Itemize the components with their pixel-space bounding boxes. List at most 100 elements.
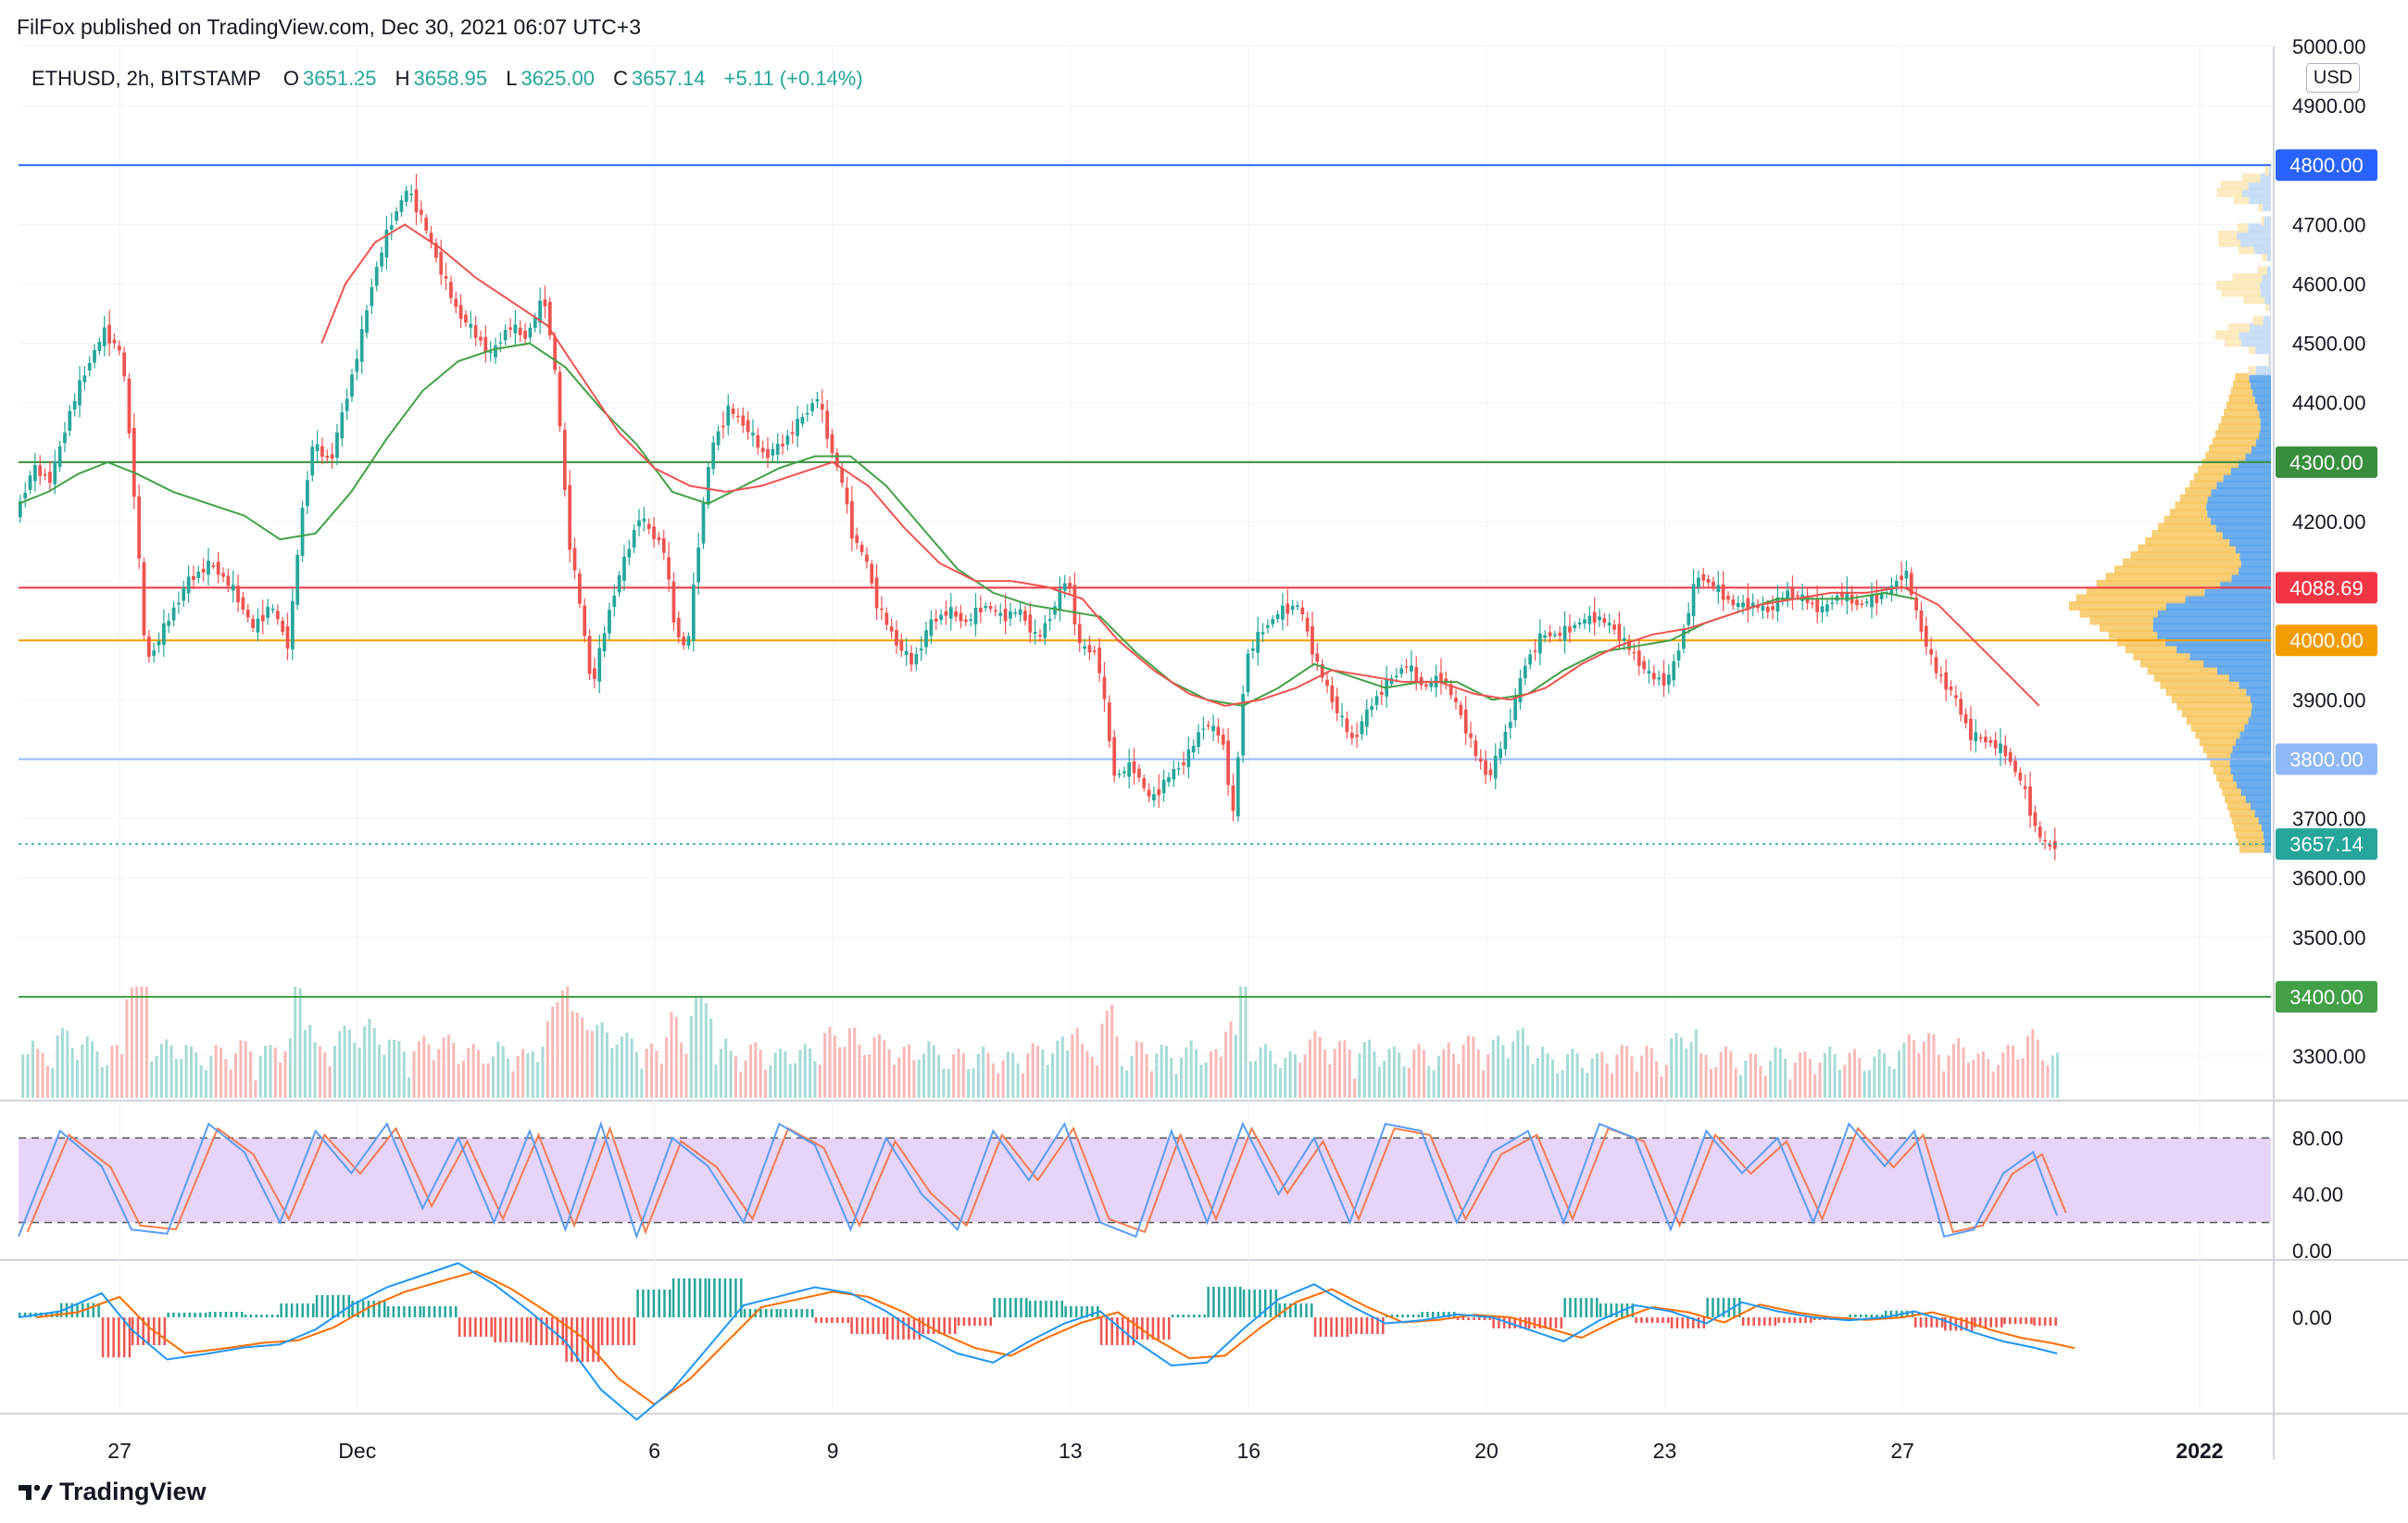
volume-bar bbox=[1412, 1049, 1416, 1098]
volume-bar bbox=[1407, 1068, 1411, 1098]
macd-histogram-bar bbox=[392, 1306, 395, 1317]
volume-bar bbox=[670, 1012, 673, 1098]
volume-bar bbox=[1436, 1055, 1440, 1098]
price-tick-label: 4700.00 bbox=[2292, 213, 2366, 236]
candle-body bbox=[315, 444, 320, 451]
macd-histogram-bar bbox=[1313, 1317, 1317, 1337]
candle-body bbox=[1513, 696, 1518, 721]
macd-histogram-bar bbox=[255, 1315, 257, 1317]
volume-bar bbox=[1754, 1053, 1758, 1098]
volume-bar bbox=[794, 1063, 797, 1098]
volume-bar bbox=[630, 1038, 633, 1098]
candle-body bbox=[959, 612, 963, 622]
macd-histogram-bar bbox=[1687, 1317, 1689, 1328]
macd-histogram-bar bbox=[494, 1317, 496, 1342]
volume-profile-bar bbox=[2117, 636, 2166, 647]
volume-bar bbox=[2016, 1059, 2020, 1098]
volume-profile-bar bbox=[2236, 779, 2271, 789]
volume-bar bbox=[1511, 1041, 1515, 1098]
macd-histogram-bar bbox=[663, 1290, 666, 1317]
volume-profile-bar bbox=[2209, 444, 2251, 454]
macd-histogram-bar bbox=[70, 1303, 73, 1317]
volume-bar bbox=[902, 1046, 906, 1098]
macd-histogram-bar bbox=[1299, 1303, 1302, 1317]
volume-bar bbox=[328, 1065, 332, 1098]
volume-profile-bar bbox=[2261, 822, 2271, 832]
volume-bar bbox=[1734, 1068, 1737, 1098]
volume-profile-bar bbox=[2236, 736, 2271, 747]
volume-bar bbox=[1284, 1057, 1287, 1098]
volume-bar bbox=[1377, 1066, 1381, 1098]
volume-bar bbox=[1729, 1051, 1733, 1098]
volume-bar bbox=[872, 1037, 876, 1098]
volume-bar bbox=[457, 1064, 460, 1098]
macd-histogram-bar bbox=[1376, 1317, 1379, 1334]
currency-badge[interactable]: USD bbox=[2306, 63, 2360, 93]
macd-histogram-bar bbox=[1346, 1317, 1349, 1337]
macd-histogram-bar bbox=[943, 1317, 946, 1334]
volume-bar bbox=[2026, 1036, 2030, 1098]
macd-histogram-bar bbox=[526, 1317, 529, 1342]
volume-profile-bar bbox=[2269, 308, 2271, 319]
macd-histogram-bar bbox=[1171, 1315, 1174, 1317]
macd-histogram-bar bbox=[1060, 1301, 1064, 1317]
tradingview-brand[interactable]: TradingView bbox=[17, 1478, 207, 1506]
macd-histogram-bar bbox=[1492, 1317, 1495, 1328]
macd-histogram-bar bbox=[642, 1290, 645, 1317]
volume-profile-bar bbox=[2221, 287, 2262, 297]
candle-body bbox=[632, 530, 636, 548]
volume-bar bbox=[264, 1045, 268, 1098]
volume-bar bbox=[1392, 1046, 1396, 1098]
symbol-label[interactable]: ETHUSD, 2h, BITSTAMP bbox=[31, 67, 261, 90]
macd-histogram-bar bbox=[1126, 1317, 1130, 1345]
volume-bar bbox=[412, 1051, 416, 1098]
volume-profile-bar bbox=[2239, 330, 2271, 340]
volume-bar bbox=[343, 1026, 346, 1098]
candle-body bbox=[696, 548, 701, 583]
candle-body bbox=[870, 563, 874, 584]
volume-bar bbox=[779, 1049, 783, 1098]
macd-histogram-bar bbox=[1631, 1303, 1635, 1317]
macd-histogram-bar bbox=[311, 1303, 315, 1317]
candle-body bbox=[1266, 624, 1270, 628]
macd-histogram-bar bbox=[1727, 1298, 1730, 1317]
macd-histogram-bar bbox=[529, 1317, 533, 1345]
candle-body bbox=[1053, 606, 1057, 615]
volume-profile-bar bbox=[2258, 202, 2264, 212]
volume-profile-bar bbox=[2152, 623, 2271, 633]
macd-histogram-bar bbox=[1064, 1306, 1067, 1317]
volume-profile-bar bbox=[2248, 181, 2271, 191]
volume-bar bbox=[1516, 1030, 1520, 1098]
volume-bar bbox=[353, 1042, 357, 1098]
volume-bar bbox=[1046, 1064, 1049, 1098]
volume-bar bbox=[739, 1071, 743, 1098]
candle-body bbox=[1503, 731, 1508, 749]
volume-profile-bar bbox=[2163, 515, 2212, 525]
macd-histogram-bar bbox=[2043, 1317, 2047, 1326]
macd-histogram-bar bbox=[1579, 1298, 1583, 1317]
macd-histogram-bar bbox=[922, 1317, 924, 1334]
volume-bar bbox=[1674, 1032, 1678, 1098]
volume-bar bbox=[1526, 1045, 1530, 1098]
macd-histogram-bar bbox=[883, 1317, 885, 1334]
macd-histogram-bar bbox=[775, 1309, 779, 1317]
volume-bar bbox=[427, 1044, 431, 1098]
macd-histogram-bar bbox=[320, 1295, 324, 1317]
candle-body bbox=[1864, 601, 1869, 604]
candle-body bbox=[409, 194, 414, 195]
macd-histogram-bar bbox=[1039, 1301, 1042, 1317]
macd-histogram-bar bbox=[1132, 1317, 1135, 1345]
candle-body bbox=[488, 351, 493, 354]
volume-bar bbox=[1313, 1030, 1317, 1098]
volume-bar bbox=[991, 1063, 995, 1098]
volume-profile-bar bbox=[2079, 608, 2158, 618]
volume-bar bbox=[1021, 1073, 1024, 1098]
candle-body bbox=[1330, 685, 1335, 703]
volume-bar bbox=[249, 1051, 253, 1098]
volume-profile-bar bbox=[2204, 586, 2271, 597]
macd-histogram-bar bbox=[1135, 1317, 1138, 1340]
macd-histogram-bar bbox=[586, 1317, 589, 1362]
high-value: 3658.95 bbox=[413, 67, 488, 90]
volume-profile-bar bbox=[2108, 629, 2158, 639]
